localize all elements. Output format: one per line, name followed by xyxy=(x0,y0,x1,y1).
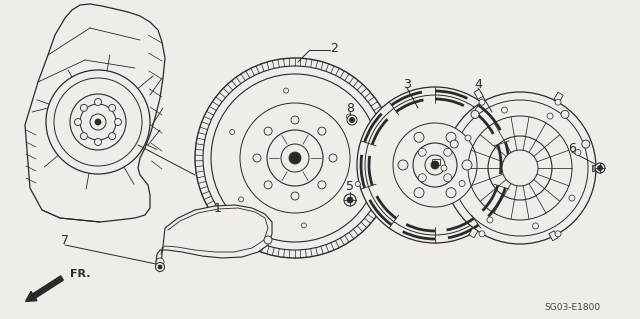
Circle shape xyxy=(502,107,508,113)
Circle shape xyxy=(419,174,426,182)
Circle shape xyxy=(479,231,485,237)
Circle shape xyxy=(462,160,472,170)
Circle shape xyxy=(318,181,326,189)
Circle shape xyxy=(575,150,581,155)
Circle shape xyxy=(264,127,272,135)
Circle shape xyxy=(301,223,307,228)
Text: 1: 1 xyxy=(214,202,222,214)
Circle shape xyxy=(109,104,116,111)
Circle shape xyxy=(414,188,424,198)
Circle shape xyxy=(441,165,447,171)
Text: FR.: FR. xyxy=(70,269,90,279)
Circle shape xyxy=(414,132,424,142)
Circle shape xyxy=(70,94,126,150)
Circle shape xyxy=(431,161,439,169)
Circle shape xyxy=(109,133,116,140)
Text: SG03-E1800: SG03-E1800 xyxy=(544,303,600,313)
Circle shape xyxy=(329,154,337,162)
Circle shape xyxy=(81,133,87,140)
Circle shape xyxy=(346,114,351,119)
Bar xyxy=(549,231,558,241)
Text: 8: 8 xyxy=(346,101,354,115)
Text: 6: 6 xyxy=(568,142,576,154)
Bar xyxy=(469,228,478,238)
Circle shape xyxy=(281,144,309,172)
Circle shape xyxy=(46,70,150,174)
Circle shape xyxy=(598,166,602,170)
Circle shape xyxy=(450,140,458,148)
FancyArrow shape xyxy=(26,276,63,301)
Circle shape xyxy=(446,188,456,198)
Circle shape xyxy=(239,197,244,202)
Circle shape xyxy=(532,223,538,229)
Circle shape xyxy=(487,217,493,223)
Bar xyxy=(554,92,563,102)
Text: 7: 7 xyxy=(61,234,69,248)
Circle shape xyxy=(211,74,379,242)
Circle shape xyxy=(158,265,162,269)
Circle shape xyxy=(347,197,353,203)
Circle shape xyxy=(502,150,538,186)
Circle shape xyxy=(446,132,456,142)
Circle shape xyxy=(595,163,605,173)
Circle shape xyxy=(347,115,357,125)
Circle shape xyxy=(465,135,471,141)
Circle shape xyxy=(289,152,301,164)
Circle shape xyxy=(419,148,426,156)
Circle shape xyxy=(318,127,326,135)
Circle shape xyxy=(284,88,289,93)
Circle shape xyxy=(264,236,272,244)
Circle shape xyxy=(355,182,360,187)
Circle shape xyxy=(291,116,299,124)
Circle shape xyxy=(459,181,465,187)
Circle shape xyxy=(555,99,561,105)
Bar xyxy=(432,159,440,165)
Circle shape xyxy=(115,118,122,125)
Circle shape xyxy=(444,148,452,156)
Circle shape xyxy=(555,231,561,237)
Bar xyxy=(474,89,483,99)
Circle shape xyxy=(582,140,590,148)
Circle shape xyxy=(398,160,408,170)
Circle shape xyxy=(230,130,235,135)
Circle shape xyxy=(156,263,164,271)
Circle shape xyxy=(357,87,513,243)
Polygon shape xyxy=(156,205,272,272)
Text: 5: 5 xyxy=(346,181,354,194)
Text: 4: 4 xyxy=(474,78,482,91)
Circle shape xyxy=(393,123,477,207)
Text: 3: 3 xyxy=(403,78,411,91)
Bar xyxy=(592,165,600,171)
Circle shape xyxy=(569,195,575,201)
Circle shape xyxy=(95,138,102,145)
Circle shape xyxy=(264,181,272,189)
Circle shape xyxy=(95,99,102,106)
Circle shape xyxy=(81,104,87,111)
Circle shape xyxy=(195,58,395,258)
Circle shape xyxy=(425,155,445,175)
Circle shape xyxy=(349,117,355,122)
Polygon shape xyxy=(25,4,165,222)
Circle shape xyxy=(253,154,261,162)
Circle shape xyxy=(444,174,452,182)
Circle shape xyxy=(344,194,356,206)
Circle shape xyxy=(479,99,485,105)
Circle shape xyxy=(74,118,81,125)
Circle shape xyxy=(95,119,101,125)
Text: 2: 2 xyxy=(330,41,338,55)
Circle shape xyxy=(471,110,479,118)
Circle shape xyxy=(156,258,164,266)
Circle shape xyxy=(547,113,553,119)
Circle shape xyxy=(561,110,569,118)
Circle shape xyxy=(444,92,596,244)
Circle shape xyxy=(291,192,299,200)
Circle shape xyxy=(90,114,106,130)
Circle shape xyxy=(593,165,599,171)
